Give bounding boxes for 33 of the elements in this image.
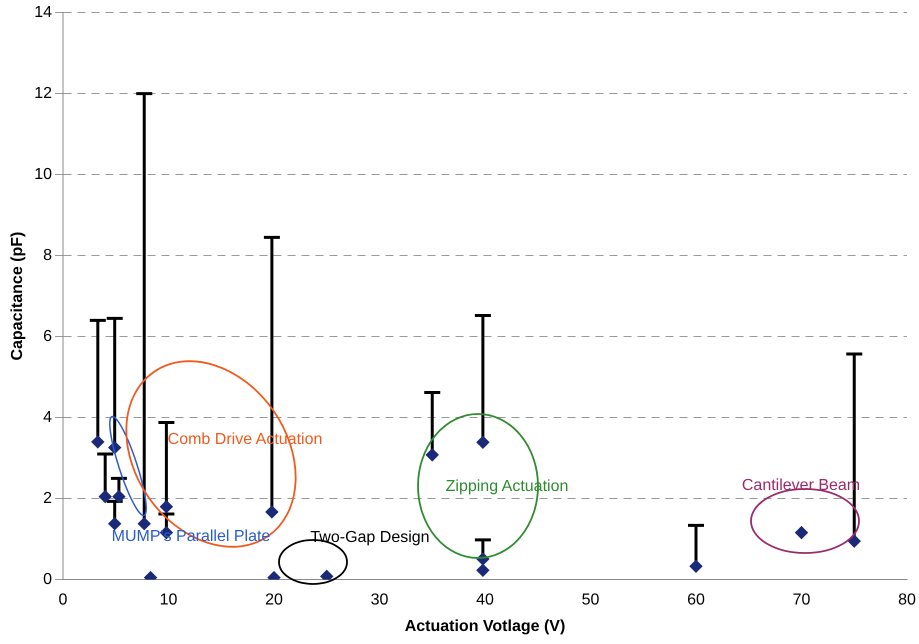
point xyxy=(108,517,122,530)
point xyxy=(690,560,702,573)
y-tick-label: 10 xyxy=(34,166,52,184)
y-tick-label: 14 xyxy=(34,4,52,22)
point xyxy=(160,500,173,514)
annotation: Two-Gap Design xyxy=(310,529,430,547)
point xyxy=(98,490,112,504)
point xyxy=(476,564,490,577)
y-tick-label: 2 xyxy=(43,490,52,508)
point xyxy=(112,490,126,504)
x-tick-label: 10 xyxy=(160,592,178,609)
point xyxy=(426,448,439,462)
point xyxy=(138,517,151,530)
x-tick-label: 80 xyxy=(898,592,916,609)
x-tick-label: 50 xyxy=(582,592,600,609)
x-tick-label: 30 xyxy=(370,592,388,609)
point xyxy=(265,505,278,518)
y-tick-label: 4 xyxy=(43,409,52,426)
y-tick-label: 12 xyxy=(34,85,52,102)
point xyxy=(795,526,808,540)
y-tick-label: 0 xyxy=(43,571,52,588)
y-tick-label: 8 xyxy=(43,247,52,264)
point xyxy=(476,436,490,449)
x-tick-label: 70 xyxy=(792,592,810,609)
y-axis-title: Capacitance (pF) xyxy=(9,232,26,361)
y-tick-label: 6 xyxy=(43,328,52,346)
x-tick-label: 0 xyxy=(58,592,68,609)
point xyxy=(91,435,104,448)
x-tick-label: 20 xyxy=(265,592,283,609)
x-tick-label: 40 xyxy=(476,592,494,609)
point xyxy=(848,534,861,548)
x-tick-label: 60 xyxy=(687,592,705,609)
x-axis-title: Actuation Votlage (V) xyxy=(404,618,566,635)
